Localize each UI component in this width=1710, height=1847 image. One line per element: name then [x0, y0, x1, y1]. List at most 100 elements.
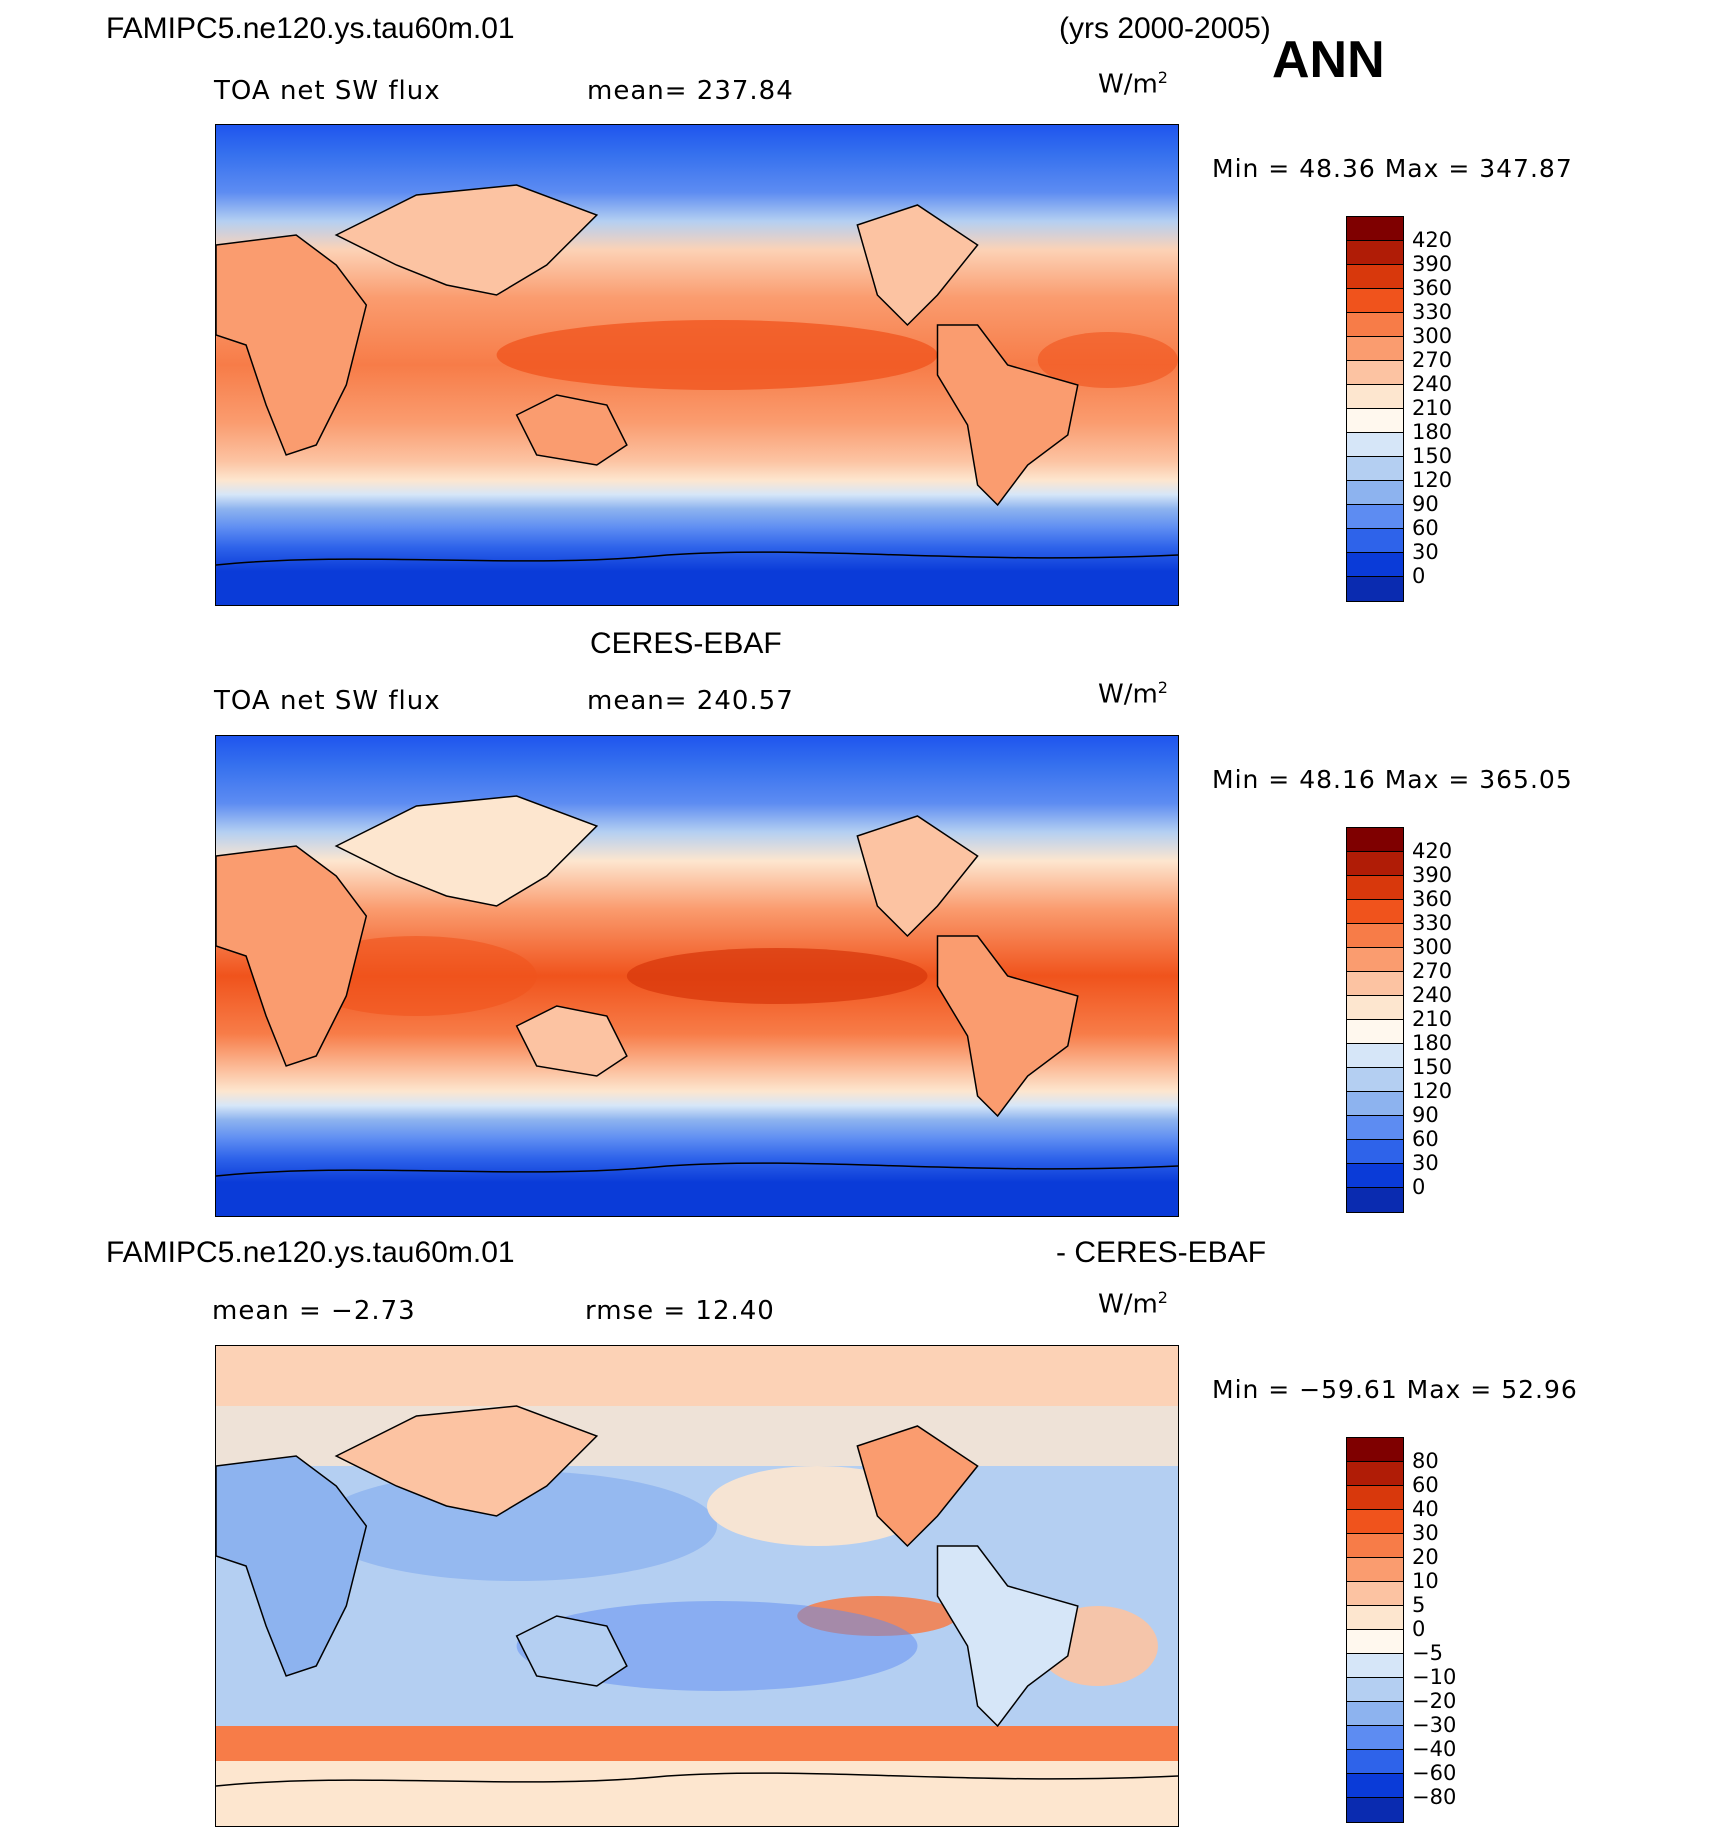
colorbar-label: 360 [1412, 887, 1453, 911]
colorbar-swatch [1347, 1606, 1403, 1630]
colorbar-label: 150 [1412, 1055, 1453, 1079]
colorbar-swatch [1347, 1582, 1403, 1606]
panel3-minmax: Min = −59.61 Max = 52.96 [1212, 1375, 1578, 1404]
colorbar-label: 30 [1412, 540, 1439, 564]
colorbar-label: 420 [1412, 228, 1453, 252]
panel3-mean: mean = −2.73 [212, 1296, 416, 1326]
colorbar-swatch [1347, 289, 1403, 313]
colorbar-label: 180 [1412, 420, 1453, 444]
colorbar-swatch [1347, 1750, 1403, 1774]
colorbar-swatch [1347, 1798, 1403, 1822]
colorbar-swatch [1347, 1462, 1403, 1486]
panel2-mean: mean= 240.57 [587, 686, 794, 716]
colorbar-swatch [1347, 1068, 1403, 1092]
colorbar-label: 0 [1412, 564, 1426, 588]
colorbar-swatch [1347, 409, 1403, 433]
colorbar-label: −60 [1412, 1761, 1457, 1785]
season-label: ANN [1272, 31, 1385, 89]
colorbar-swatch [1347, 433, 1403, 457]
colorbar-swatch [1347, 457, 1403, 481]
panel3-title-left: FAMIPC5.ne120.ys.tau60m.01 [106, 1236, 515, 1269]
colorbar-label: 330 [1412, 300, 1453, 324]
colorbar-swatch [1347, 1092, 1403, 1116]
colorbar-label: 120 [1412, 1079, 1453, 1103]
colorbar-swatch [1347, 1774, 1403, 1798]
colorbar-label: 90 [1412, 492, 1439, 516]
panel1-mean: mean= 237.84 [587, 76, 794, 106]
colorbar-swatch [1347, 972, 1403, 996]
years-label: (yrs 2000-2005) [1059, 12, 1271, 45]
colorbar-label: −5 [1412, 1641, 1443, 1665]
colorbar-swatch [1347, 553, 1403, 577]
colorbar-swatch [1347, 217, 1403, 241]
colorbar-label: 10 [1412, 1569, 1439, 1593]
colorbar-label: 300 [1412, 935, 1453, 959]
colorbar-swatch [1347, 996, 1403, 1020]
colorbar-label: 420 [1412, 839, 1453, 863]
colorbar-label: 330 [1412, 911, 1453, 935]
colorbar-swatch [1347, 361, 1403, 385]
colorbar-swatch [1347, 337, 1403, 361]
colorbar-label: 210 [1412, 396, 1453, 420]
panel1-map-field [216, 125, 1178, 605]
colorbar-label: 0 [1412, 1175, 1426, 1199]
colorbar-swatch [1347, 1678, 1403, 1702]
colorbar-swatch [1347, 852, 1403, 876]
colorbar-swatch [1347, 1534, 1403, 1558]
panel1-minmax: Min = 48.36 Max = 347.87 [1212, 154, 1573, 183]
colorbar-label: 20 [1412, 1545, 1439, 1569]
colorbar-swatch [1347, 1020, 1403, 1044]
panel2-minmax: Min = 48.16 Max = 365.05 [1212, 765, 1573, 794]
colorbar-label: 80 [1412, 1449, 1439, 1473]
panel2-map [215, 735, 1179, 1217]
colorbar-swatch [1347, 1188, 1403, 1212]
colorbar-label: −10 [1412, 1665, 1457, 1689]
panel2-units: W/m2 [1098, 678, 1168, 710]
colorbar-label: 240 [1412, 983, 1453, 1007]
colorbar-label: 240 [1412, 372, 1453, 396]
colorbar-swatch [1347, 876, 1403, 900]
colorbar-swatch [1347, 1726, 1403, 1750]
colorbar-swatch [1347, 1486, 1403, 1510]
colorbar-swatch [1347, 1702, 1403, 1726]
colorbar-label: 60 [1412, 1127, 1439, 1151]
panel2-title: CERES-EBAF [590, 627, 782, 660]
colorbar-swatch [1347, 900, 1403, 924]
case-title: FAMIPC5.ne120.ys.tau60m.01 [106, 12, 515, 45]
colorbar-swatch [1347, 924, 1403, 948]
colorbar-label: 60 [1412, 516, 1439, 540]
colorbar-swatch [1347, 241, 1403, 265]
colorbar-swatch [1347, 828, 1403, 852]
panel3-title-right: - CERES-EBAF [1056, 1236, 1267, 1269]
colorbar-label: −40 [1412, 1737, 1457, 1761]
colorbar-label: 390 [1412, 252, 1453, 276]
colorbar-label: 30 [1412, 1151, 1439, 1175]
colorbar-swatch [1347, 1140, 1403, 1164]
colorbar-label: −30 [1412, 1713, 1457, 1737]
colorbar-swatch [1347, 948, 1403, 972]
panel3-colorbar [1346, 1437, 1404, 1823]
colorbar-swatch [1347, 505, 1403, 529]
colorbar-swatch [1347, 1654, 1403, 1678]
colorbar-label: −80 [1412, 1785, 1457, 1809]
panel3-map [215, 1345, 1179, 1827]
panel2-subtitle: TOA net SW flux [214, 686, 441, 716]
panel2-map-field [216, 736, 1178, 1216]
colorbar-label: 90 [1412, 1103, 1439, 1127]
colorbar-label: 40 [1412, 1497, 1439, 1521]
panel1-map [215, 124, 1179, 606]
colorbar-label: 180 [1412, 1031, 1453, 1055]
colorbar-swatch [1347, 1510, 1403, 1534]
panel3-units: W/m2 [1098, 1288, 1168, 1320]
panel3-rmse: rmse = 12.40 [585, 1296, 775, 1326]
colorbar-label: 360 [1412, 276, 1453, 300]
colorbar-swatch [1347, 577, 1403, 601]
colorbar-swatch [1347, 1630, 1403, 1654]
colorbar-swatch [1347, 529, 1403, 553]
colorbar-label: 30 [1412, 1521, 1439, 1545]
colorbar-swatch [1347, 1438, 1403, 1462]
colorbar-label: 210 [1412, 1007, 1453, 1031]
panel2-colorbar [1346, 827, 1404, 1213]
colorbar-swatch [1347, 1116, 1403, 1140]
colorbar-label: 300 [1412, 324, 1453, 348]
